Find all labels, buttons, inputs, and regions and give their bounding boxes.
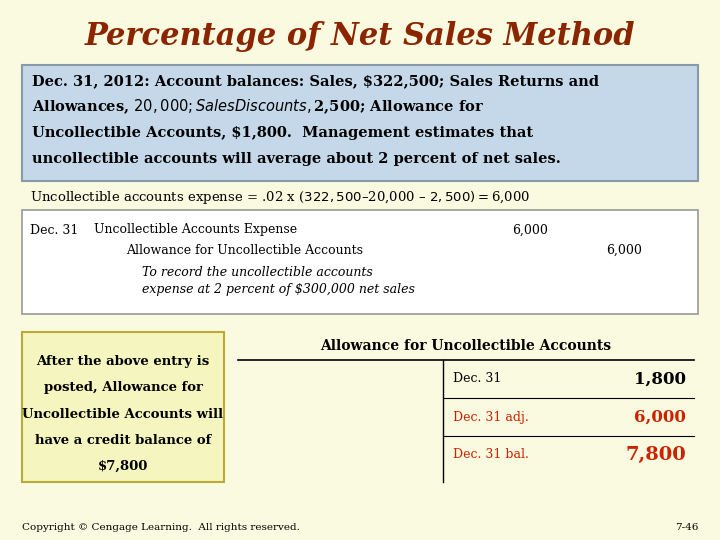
Text: Uncollectible accounts expense = .02 x ($322,500 – $20,000 – $2,500) = $6,000: Uncollectible accounts expense = .02 x (… <box>30 190 530 206</box>
Text: Allowance for Uncollectible Accounts: Allowance for Uncollectible Accounts <box>320 339 611 353</box>
Text: Allowances, $20,000; Sales Discounts, $2,500; Allowance for: Allowances, $20,000; Sales Discounts, $2… <box>32 98 484 116</box>
Bar <box>22 332 224 482</box>
Bar <box>22 210 698 314</box>
Text: Uncollectible Accounts will: Uncollectible Accounts will <box>22 408 224 421</box>
Text: 7-46: 7-46 <box>675 523 698 532</box>
Text: 6,000: 6,000 <box>512 224 548 237</box>
Text: Dec. 31, 2012: Account balances: Sales, $322,500; Sales Returns and: Dec. 31, 2012: Account balances: Sales, … <box>32 74 599 88</box>
Text: Percentage of Net Sales Method: Percentage of Net Sales Method <box>85 21 635 51</box>
Text: Dec. 31 adj.: Dec. 31 adj. <box>453 410 529 423</box>
Text: 7,800: 7,800 <box>625 446 686 464</box>
Text: 1,800: 1,800 <box>634 370 686 388</box>
Text: Uncollectible Accounts, $1,800.  Management estimates that: Uncollectible Accounts, $1,800. Manageme… <box>32 126 533 140</box>
Text: Dec. 31: Dec. 31 <box>30 224 78 237</box>
Text: posted, Allowance for: posted, Allowance for <box>43 381 202 395</box>
Text: expense at 2 percent of $300,000 net sales: expense at 2 percent of $300,000 net sal… <box>142 284 415 296</box>
Bar <box>22 65 698 181</box>
Text: uncollectible accounts will average about 2 percent of net sales.: uncollectible accounts will average abou… <box>32 152 561 166</box>
Text: Dec. 31 bal.: Dec. 31 bal. <box>453 449 529 462</box>
Text: 6,000: 6,000 <box>606 244 642 256</box>
Text: Copyright © Cengage Learning.  All rights reserved.: Copyright © Cengage Learning. All rights… <box>22 523 300 532</box>
Text: Uncollectible Accounts Expense: Uncollectible Accounts Expense <box>94 224 297 237</box>
Text: have a credit balance of: have a credit balance of <box>35 434 211 447</box>
Text: 6,000: 6,000 <box>634 408 686 426</box>
Text: To record the uncollectible accounts: To record the uncollectible accounts <box>142 266 373 279</box>
Text: Allowance for Uncollectible Accounts: Allowance for Uncollectible Accounts <box>126 244 363 256</box>
Text: After the above entry is: After the above entry is <box>37 355 210 368</box>
Text: Dec. 31: Dec. 31 <box>453 373 502 386</box>
Text: $7,800: $7,800 <box>98 460 148 472</box>
